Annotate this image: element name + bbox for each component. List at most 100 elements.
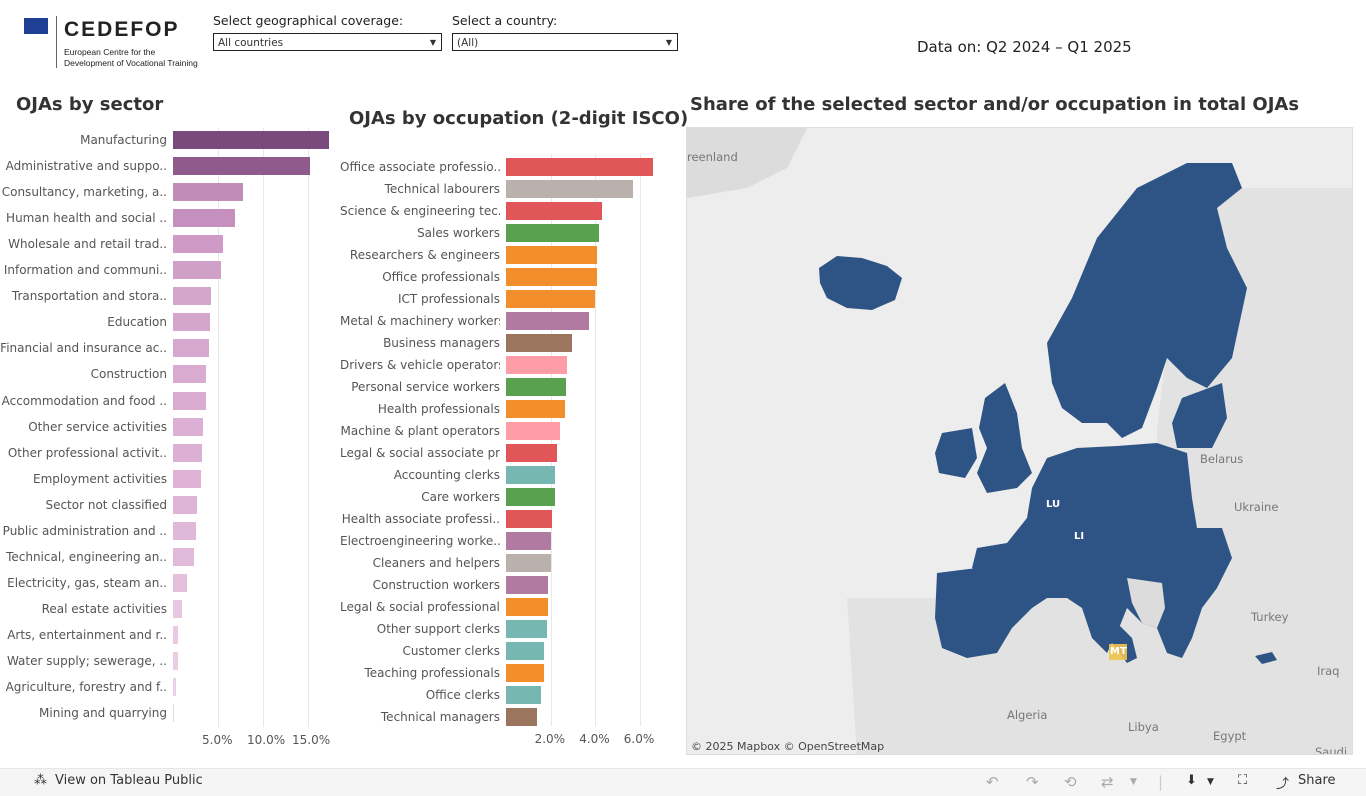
sector-row[interactable]: Wholesale and retail trad.. [0,234,340,254]
occupation-row-bar[interactable] [506,400,566,418]
occupation-row-bar[interactable] [506,664,544,682]
sector-row[interactable]: Transportation and stora.. [0,286,340,306]
occupation-row[interactable]: Office professionals [340,267,670,287]
sector-row[interactable]: Construction [0,364,340,384]
sector-row[interactable]: Mining and quarrying [0,703,340,723]
sector-row[interactable]: Arts, entertainment and r.. [0,625,340,645]
occupation-row-bar[interactable] [506,158,654,176]
sector-row[interactable]: Sector not classified [0,495,340,515]
sector-row-bar[interactable] [173,704,174,723]
occupation-row-bar[interactable] [506,422,560,440]
sector-row-bar[interactable] [173,157,310,176]
download-dropdown-icon[interactable]: ▼ [1207,777,1214,787]
occupation-row[interactable]: Care workers [340,487,670,507]
sector-row-bar[interactable] [173,261,221,280]
sector-row[interactable]: Information and communi.. [0,260,340,280]
occupation-row[interactable]: Construction workers [340,575,670,595]
sector-row[interactable]: Human health and social .. [0,208,340,228]
view-on-tableau-link[interactable]: View on Tableau Public [55,773,203,788]
occupation-row[interactable]: Health professionals [340,399,670,419]
download-icon[interactable]: ⬇ [1186,773,1197,788]
occupation-row-bar[interactable] [506,554,551,572]
share-icon[interactable]: ⤴ [1276,777,1290,792]
occupation-row[interactable]: Customer clerks [340,641,670,661]
occupation-row-bar[interactable] [506,202,602,220]
fullscreen-icon[interactable]: ⛶ [1238,773,1248,788]
occupation-row-bar[interactable] [506,290,596,308]
share-button[interactable]: Share [1298,773,1336,788]
sector-row[interactable]: Accommodation and food .. [0,391,340,411]
occupation-row[interactable]: Sales workers [340,223,670,243]
sector-row-bar[interactable] [173,183,244,202]
occupation-row[interactable]: Legal & social professionals [340,597,670,617]
occupation-row[interactable]: Machine & plant operators [340,421,670,441]
sector-row-bar[interactable] [173,625,179,644]
sector-row[interactable]: Consultancy, marketing, a.. [0,182,340,202]
occupation-row[interactable]: Personal service workers [340,377,670,397]
sector-row-bar[interactable] [173,521,196,540]
map-label-lu[interactable]: LU [1046,499,1061,510]
occupation-row[interactable]: Cleaners and helpers [340,553,670,573]
sector-row-bar[interactable] [173,469,201,488]
occupation-row[interactable]: Science & engineering tec.. [340,201,670,221]
occupation-row-bar[interactable] [506,466,556,484]
occupation-row[interactable]: Business managers [340,333,670,353]
sector-row-bar[interactable] [173,547,194,566]
occupation-row-bar[interactable] [506,708,538,726]
occupation-row-bar[interactable] [506,312,589,330]
sector-row-bar[interactable] [173,235,224,254]
occupation-row[interactable]: Metal & machinery workers [340,311,670,331]
sector-row[interactable]: Public administration and .. [0,521,340,541]
occupation-row-bar[interactable] [506,532,551,550]
occupation-row-bar[interactable] [506,356,568,374]
sector-row[interactable]: Employment activities [0,469,340,489]
undo-icon[interactable]: ↶ [986,773,999,791]
occupation-row-bar[interactable] [506,620,548,638]
sector-row-bar[interactable] [173,417,203,436]
occupation-row-bar[interactable] [506,378,567,396]
map-label-mt[interactable]: MT [1110,646,1127,657]
occupation-row[interactable]: Other support clerks [340,619,670,639]
sector-row[interactable]: Other professional activit.. [0,443,340,463]
sector-row[interactable]: Water supply; sewerage, .. [0,651,340,671]
brand-name[interactable]: CEDEFOP [64,18,180,41]
occupation-row[interactable]: Technical managers [340,707,670,727]
europe-map[interactable]: reenland Belarus Ukraine Turkey Iraq Alg… [686,127,1353,755]
occupation-row[interactable]: ICT professionals [340,289,670,309]
occupation-row[interactable]: Office clerks [340,685,670,705]
map-label-li[interactable]: LI [1074,531,1085,542]
sector-row-bar[interactable] [173,365,207,384]
occupation-row-bar[interactable] [506,576,549,594]
sector-row-bar[interactable] [173,287,211,306]
occupation-row[interactable]: Technical labourers [340,179,670,199]
map-svg[interactable] [687,128,1353,755]
sector-row-bar[interactable] [173,573,188,592]
map-attribution[interactable]: © 2025 Mapbox © OpenStreetMap [691,740,885,753]
sector-row[interactable]: Financial and insurance ac.. [0,338,340,358]
sector-row-bar[interactable] [173,599,182,618]
sector-row[interactable]: Electricity, gas, steam an.. [0,573,340,593]
occupation-row[interactable]: Legal & social associate pr.. [340,443,670,463]
occupation-row-bar[interactable] [506,224,599,242]
geo-coverage-select[interactable]: All countries ▼ [213,33,442,51]
sector-row-bar[interactable] [173,652,178,670]
sector-row-bar[interactable] [173,391,207,410]
occupation-row-bar[interactable] [506,686,541,704]
sector-row[interactable]: Manufacturing [0,130,340,150]
occupation-row-bar[interactable] [506,180,634,198]
occupation-row-bar[interactable] [506,444,558,462]
country-select[interactable]: (All) ▼ [452,33,678,51]
occupation-row-bar[interactable] [506,642,544,660]
sector-row[interactable]: Agriculture, forestry and f.. [0,677,340,697]
occupation-row-bar[interactable] [506,268,598,286]
sector-row[interactable]: Real estate activities [0,599,340,619]
sector-row-bar[interactable] [173,678,176,697]
sector-row[interactable]: Technical, engineering an.. [0,547,340,567]
sector-row-bar[interactable] [173,443,202,462]
occupation-row[interactable]: Office associate professio.. [340,157,670,177]
occupation-row[interactable]: Electroengineering worke.. [340,531,670,551]
sector-row-bar[interactable] [173,313,210,332]
sector-row-bar[interactable] [173,131,329,149]
occupation-row-bar[interactable] [506,334,572,352]
occupation-row[interactable]: Accounting clerks [340,465,670,485]
